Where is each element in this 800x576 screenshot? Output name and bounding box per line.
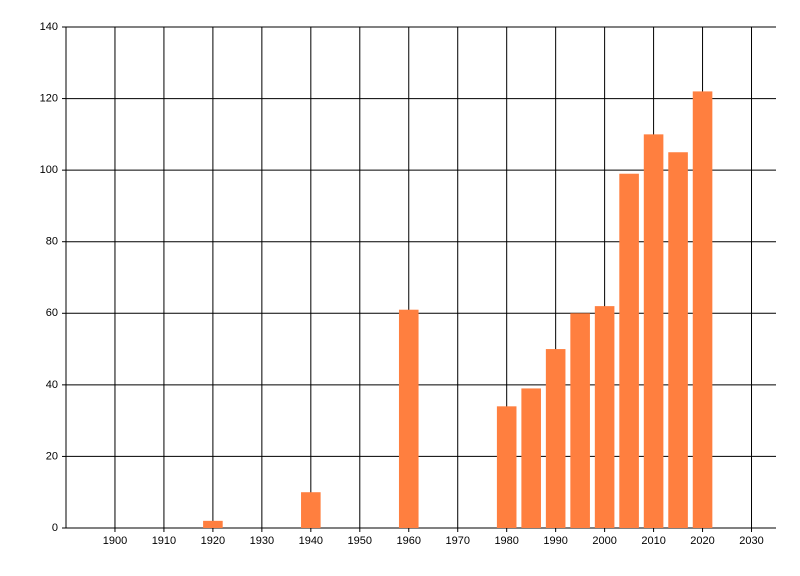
bar (570, 313, 590, 528)
x-tick-label: 1930 (250, 535, 274, 547)
x-tick-label: 1910 (152, 535, 176, 547)
x-tick-label: 1900 (103, 535, 127, 547)
x-tick-label: 1950 (348, 535, 372, 547)
x-tick-label: 1920 (201, 535, 225, 547)
bar (692, 91, 713, 529)
x-tick-label: 1980 (494, 535, 518, 547)
bar (203, 520, 223, 528)
bar (619, 173, 639, 528)
y-tick-label: 40 (46, 379, 58, 391)
y-tick-label: 100 (40, 164, 58, 176)
bar (521, 388, 541, 528)
x-tick-label: 2030 (739, 535, 763, 547)
bar (398, 309, 419, 528)
x-tick-label: 2020 (690, 535, 714, 547)
bar (496, 406, 517, 528)
x-tick-label: 1940 (299, 535, 323, 547)
bar (643, 134, 664, 528)
x-tick-label: 1960 (397, 535, 421, 547)
y-tick-label: 120 (40, 92, 58, 104)
bar (668, 152, 688, 528)
x-tick-label: 2000 (592, 535, 616, 547)
y-tick-label: 20 (46, 450, 58, 462)
bar (301, 492, 321, 528)
x-tick-label: 1970 (445, 535, 469, 547)
y-tick-label: 60 (46, 307, 58, 319)
x-tick-label: 1990 (543, 535, 567, 547)
y-tick-label: 140 (40, 21, 58, 33)
y-tick-label: 0 (52, 522, 58, 534)
y-tick-label: 80 (46, 236, 58, 248)
bar (594, 306, 615, 528)
x-tick-label: 2010 (641, 535, 665, 547)
bar (545, 349, 566, 528)
